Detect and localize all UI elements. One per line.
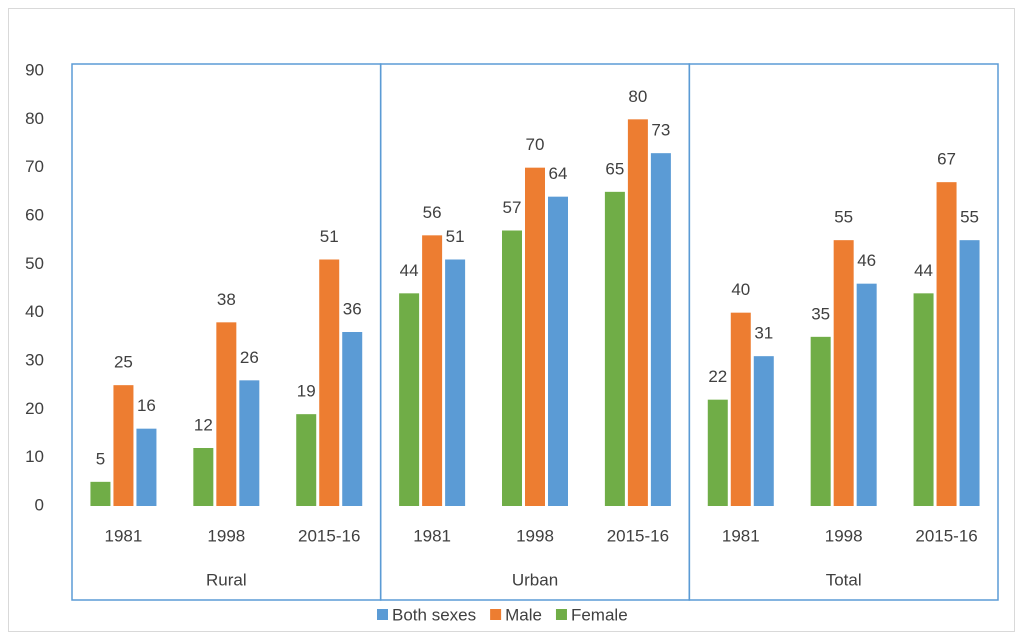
- data-label: 12: [194, 415, 213, 434]
- group-label: Urban: [512, 570, 558, 589]
- data-label: 25: [114, 353, 133, 372]
- data-label: 70: [526, 135, 545, 154]
- bar: [959, 240, 980, 506]
- y-tick-label: 20: [25, 399, 44, 418]
- bar: [319, 259, 340, 506]
- bar: [548, 196, 568, 506]
- data-label: 56: [423, 203, 442, 222]
- group-box: [688, 63, 999, 601]
- data-label: 19: [297, 382, 316, 401]
- bar: [913, 293, 934, 506]
- x-tick-label: 1981: [105, 526, 143, 545]
- y-tick-label: 80: [25, 109, 44, 128]
- x-tick-label: 1998: [516, 526, 554, 545]
- bar: [399, 293, 420, 506]
- legend-label: Female: [571, 605, 628, 624]
- bar: [422, 235, 443, 507]
- x-tick-label: 1998: [207, 526, 245, 545]
- data-label: 31: [754, 324, 773, 343]
- bar: [604, 191, 625, 507]
- data-label: 64: [549, 164, 568, 183]
- data-label: 36: [343, 299, 362, 318]
- y-tick-label: 60: [25, 205, 44, 224]
- bar: [833, 240, 854, 506]
- x-tick-label: 2015-16: [607, 526, 669, 545]
- bar: [136, 428, 157, 506]
- bar: [650, 153, 671, 506]
- data-label: 73: [651, 121, 670, 140]
- bar: [193, 448, 214, 506]
- bar: [113, 385, 134, 506]
- legend-label: Both sexes: [392, 605, 476, 624]
- bar: [342, 332, 363, 506]
- x-tick-label: 1981: [722, 526, 760, 545]
- bar: [90, 481, 111, 506]
- data-label: 26: [240, 348, 259, 367]
- legend-swatch: [377, 609, 388, 620]
- bar: [525, 167, 545, 506]
- y-tick-label: 10: [25, 447, 44, 466]
- bar: [707, 399, 728, 506]
- x-tick-label: 2015-16: [298, 526, 360, 545]
- group-label: Total: [826, 570, 862, 589]
- data-label: 55: [960, 208, 979, 227]
- y-tick-label: 90: [25, 60, 44, 79]
- bar: [627, 119, 648, 506]
- data-label: 51: [320, 227, 339, 246]
- data-label: 65: [605, 159, 624, 178]
- data-label: 16: [137, 396, 156, 415]
- bar: [445, 259, 466, 506]
- data-label: 40: [731, 280, 750, 299]
- x-tick-label: 2015-16: [915, 526, 977, 545]
- bar: [856, 283, 877, 506]
- bar: [296, 414, 317, 506]
- bar: [810, 336, 831, 506]
- data-label: 80: [628, 87, 647, 106]
- x-tick-label: 1981: [413, 526, 451, 545]
- data-label: 44: [914, 261, 933, 280]
- bar: [239, 380, 260, 506]
- x-tick-label: 1998: [825, 526, 863, 545]
- y-tick-label: 30: [25, 350, 44, 369]
- data-label: 5: [96, 449, 105, 468]
- data-label: 44: [400, 261, 419, 280]
- y-tick-label: 70: [25, 157, 44, 176]
- data-label: 46: [857, 251, 876, 270]
- legend-label: Male: [505, 605, 542, 624]
- bar: [502, 230, 522, 506]
- group-label: Rural: [206, 570, 247, 589]
- chart-border: [8, 8, 1015, 632]
- data-label: 22: [708, 367, 727, 386]
- legend-swatch: [490, 609, 502, 620]
- bar: [216, 322, 237, 506]
- bar: [753, 356, 774, 506]
- data-label: 57: [503, 198, 522, 217]
- bar: [936, 182, 957, 506]
- bar: [730, 312, 751, 506]
- data-label: 51: [446, 227, 465, 246]
- y-tick-label: 0: [35, 495, 44, 514]
- data-label: 35: [811, 304, 830, 323]
- data-label: 38: [217, 290, 236, 309]
- data-label: 67: [937, 150, 956, 169]
- legend-swatch: [555, 609, 567, 620]
- data-label: 55: [834, 208, 853, 227]
- y-tick-label: 40: [25, 302, 44, 321]
- y-tick-label: 50: [25, 254, 44, 273]
